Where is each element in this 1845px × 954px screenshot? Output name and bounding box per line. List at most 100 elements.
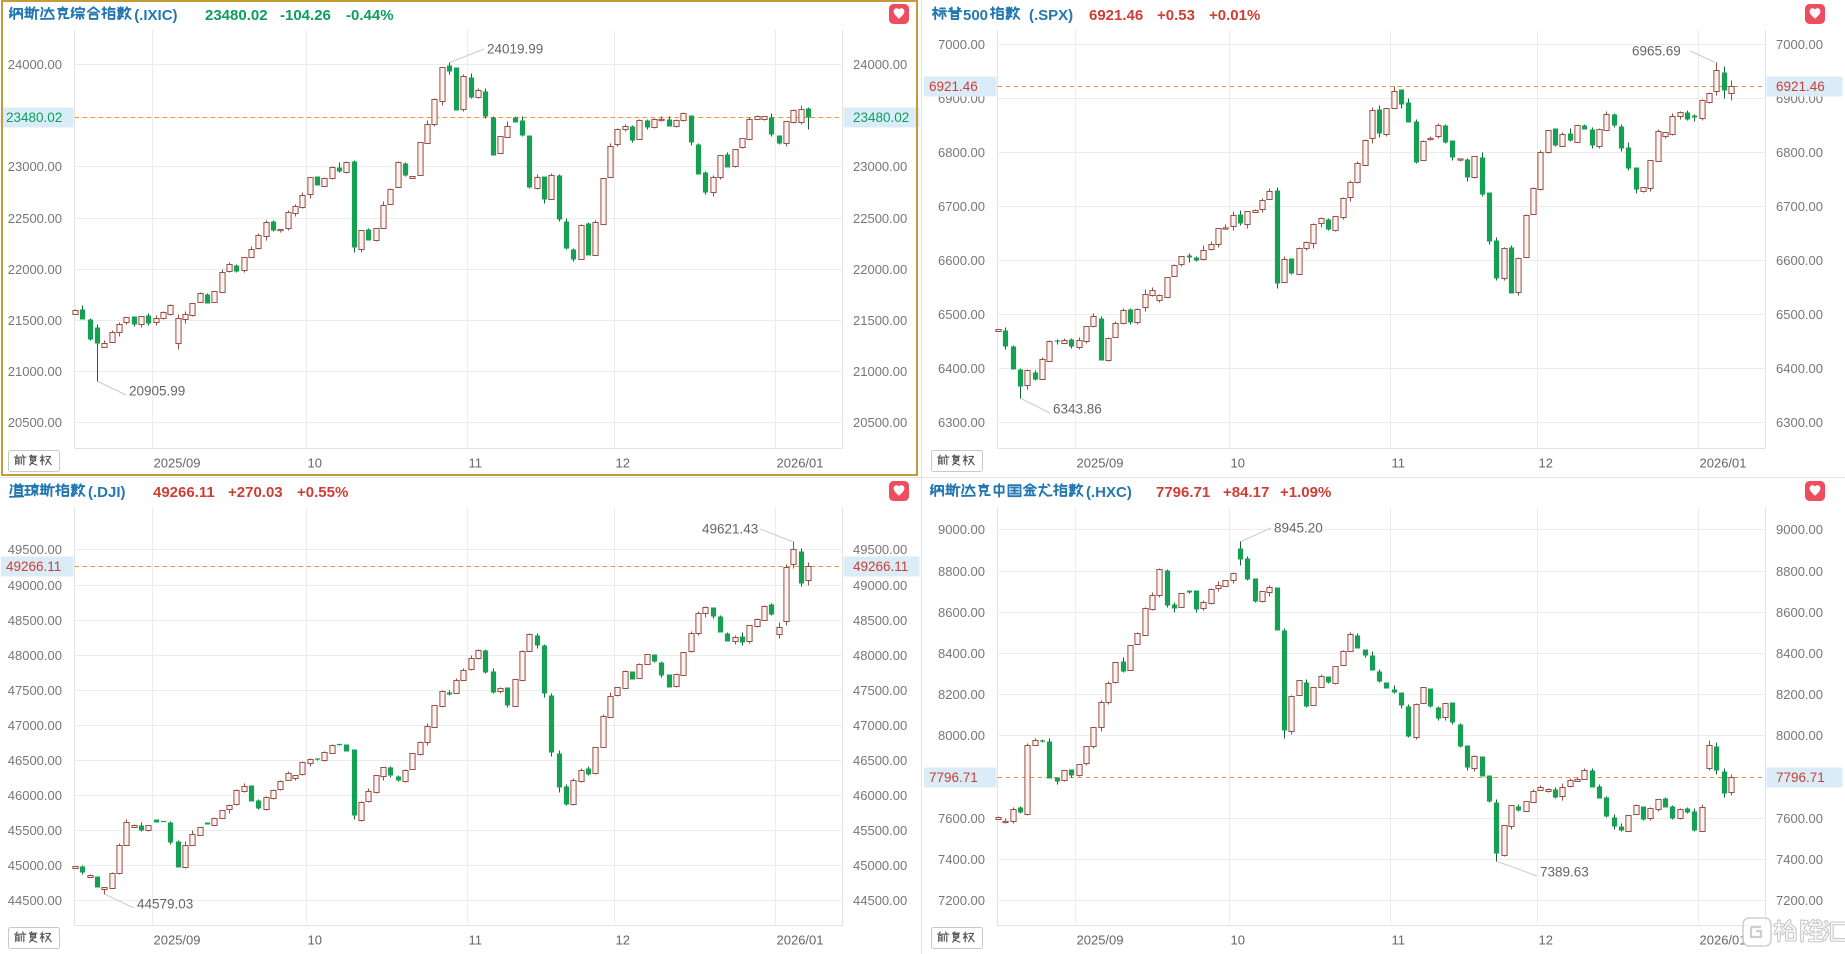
svg-text:8800.00: 8800.00: [1776, 564, 1823, 579]
svg-text:24019.99: 24019.99: [487, 42, 543, 57]
svg-text:23000.00: 23000.00: [8, 159, 62, 174]
svg-text:22500.00: 22500.00: [8, 211, 62, 226]
svg-text:6500.00: 6500.00: [938, 307, 985, 322]
svg-text:46500.00: 46500.00: [8, 753, 62, 768]
svg-text:2026/01: 2026/01: [1700, 933, 1747, 948]
svg-text:8600.00: 8600.00: [938, 605, 985, 620]
svg-text:6921.46: 6921.46: [929, 79, 978, 94]
svg-text:8200.00: 8200.00: [1776, 687, 1823, 702]
svg-text:11: 11: [469, 456, 483, 471]
svg-text:48500.00: 48500.00: [8, 613, 62, 628]
svg-text:11: 11: [469, 933, 483, 948]
svg-text:-104.26: -104.26: [280, 7, 331, 24]
svg-text:45000.00: 45000.00: [853, 858, 907, 873]
svg-text:45000.00: 45000.00: [8, 858, 62, 873]
svg-text:8800.00: 8800.00: [938, 564, 985, 579]
svg-text:45500.00: 45500.00: [853, 823, 907, 838]
svg-text:2025/09: 2025/09: [1077, 456, 1124, 471]
svg-text:7600.00: 7600.00: [938, 811, 985, 826]
svg-text:2025/09: 2025/09: [154, 933, 201, 948]
svg-text:+84.17: +84.17: [1223, 484, 1269, 501]
svg-text:10: 10: [1231, 933, 1245, 948]
svg-text:22000.00: 22000.00: [853, 262, 907, 277]
svg-text:10: 10: [308, 456, 322, 471]
svg-text:23480.02: 23480.02: [205, 7, 268, 24]
svg-text:2025/09: 2025/09: [1077, 933, 1124, 948]
svg-text:+0.01%: +0.01%: [1209, 7, 1260, 24]
svg-text:46000.00: 46000.00: [853, 788, 907, 803]
svg-text:6300.00: 6300.00: [938, 415, 985, 430]
svg-text:6921.46: 6921.46: [1776, 79, 1825, 94]
svg-text:10: 10: [308, 933, 322, 948]
svg-text:6921.46: 6921.46: [1089, 7, 1143, 24]
svg-text:(.DJI): (.DJI): [88, 484, 126, 501]
svg-text:12: 12: [1539, 456, 1553, 471]
svg-text:24000.00: 24000.00: [8, 57, 62, 72]
svg-text:49266.11: 49266.11: [6, 559, 61, 574]
svg-text:11: 11: [1392, 456, 1406, 471]
svg-text:23480.02: 23480.02: [6, 110, 62, 125]
svg-text:20500.00: 20500.00: [8, 415, 62, 430]
svg-text:6800.00: 6800.00: [1776, 145, 1823, 160]
svg-text:49500.00: 49500.00: [853, 542, 907, 557]
svg-text:49266.11: 49266.11: [153, 484, 215, 501]
svg-text:49500.00: 49500.00: [8, 542, 62, 557]
svg-text:7796.71: 7796.71: [1156, 484, 1210, 501]
svg-text:21000.00: 21000.00: [8, 364, 62, 379]
svg-text:48500.00: 48500.00: [853, 613, 907, 628]
svg-text:47500.00: 47500.00: [8, 683, 62, 698]
svg-text:6965.69: 6965.69: [1632, 44, 1681, 59]
svg-text:23480.02: 23480.02: [853, 110, 909, 125]
svg-text:6600.00: 6600.00: [1776, 253, 1823, 268]
svg-text:6500.00: 6500.00: [1776, 307, 1823, 322]
svg-text:6400.00: 6400.00: [938, 361, 985, 376]
svg-text:7400.00: 7400.00: [938, 852, 985, 867]
svg-text:23000.00: 23000.00: [853, 159, 907, 174]
svg-text:9000.00: 9000.00: [938, 522, 985, 537]
svg-text:6300.00: 6300.00: [1776, 415, 1823, 430]
svg-text:6400.00: 6400.00: [1776, 361, 1823, 376]
svg-text:44579.03: 44579.03: [137, 897, 193, 912]
svg-text:7000.00: 7000.00: [1776, 37, 1823, 52]
svg-text:+1.09%: +1.09%: [1280, 484, 1331, 501]
svg-text:47500.00: 47500.00: [853, 683, 907, 698]
svg-text:21500.00: 21500.00: [8, 313, 62, 328]
svg-text:20500.00: 20500.00: [853, 415, 907, 430]
svg-text:46500.00: 46500.00: [853, 753, 907, 768]
svg-text:49621.43: 49621.43: [702, 522, 758, 537]
svg-text:7389.63: 7389.63: [1540, 865, 1589, 880]
svg-text:6600.00: 6600.00: [938, 253, 985, 268]
svg-text:20905.99: 20905.99: [129, 384, 185, 399]
svg-text:22000.00: 22000.00: [8, 262, 62, 277]
svg-text:+0.53: +0.53: [1157, 7, 1195, 24]
svg-text:44500.00: 44500.00: [8, 893, 62, 908]
svg-text:8000.00: 8000.00: [1776, 728, 1823, 743]
svg-text:24000.00: 24000.00: [853, 57, 907, 72]
svg-text:8945.20: 8945.20: [1274, 521, 1323, 536]
svg-text:49000.00: 49000.00: [853, 578, 907, 593]
svg-text:12: 12: [616, 933, 630, 948]
svg-text:7000.00: 7000.00: [938, 37, 985, 52]
svg-text:+0.55%: +0.55%: [297, 484, 348, 501]
svg-text:11: 11: [1392, 933, 1406, 948]
svg-text:6700.00: 6700.00: [938, 199, 985, 214]
svg-text:21500.00: 21500.00: [853, 313, 907, 328]
svg-text:47000.00: 47000.00: [853, 718, 907, 733]
svg-text:7400.00: 7400.00: [1776, 852, 1823, 867]
svg-text:7796.71: 7796.71: [1776, 770, 1825, 785]
svg-text:48000.00: 48000.00: [853, 648, 907, 663]
svg-text:6700.00: 6700.00: [1776, 199, 1823, 214]
svg-text:9000.00: 9000.00: [1776, 522, 1823, 537]
svg-text:(.IXIC): (.IXIC): [134, 7, 177, 24]
svg-text:46000.00: 46000.00: [8, 788, 62, 803]
svg-text:2026/01: 2026/01: [777, 456, 824, 471]
svg-text:49000.00: 49000.00: [8, 578, 62, 593]
svg-text:8400.00: 8400.00: [1776, 646, 1823, 661]
svg-text:12: 12: [1539, 933, 1553, 948]
svg-text:6343.86: 6343.86: [1053, 402, 1102, 417]
svg-text:49266.11: 49266.11: [853, 559, 908, 574]
svg-text:48000.00: 48000.00: [8, 648, 62, 663]
svg-text:45500.00: 45500.00: [8, 823, 62, 838]
svg-text:22500.00: 22500.00: [853, 211, 907, 226]
svg-text:7200.00: 7200.00: [1776, 893, 1823, 908]
